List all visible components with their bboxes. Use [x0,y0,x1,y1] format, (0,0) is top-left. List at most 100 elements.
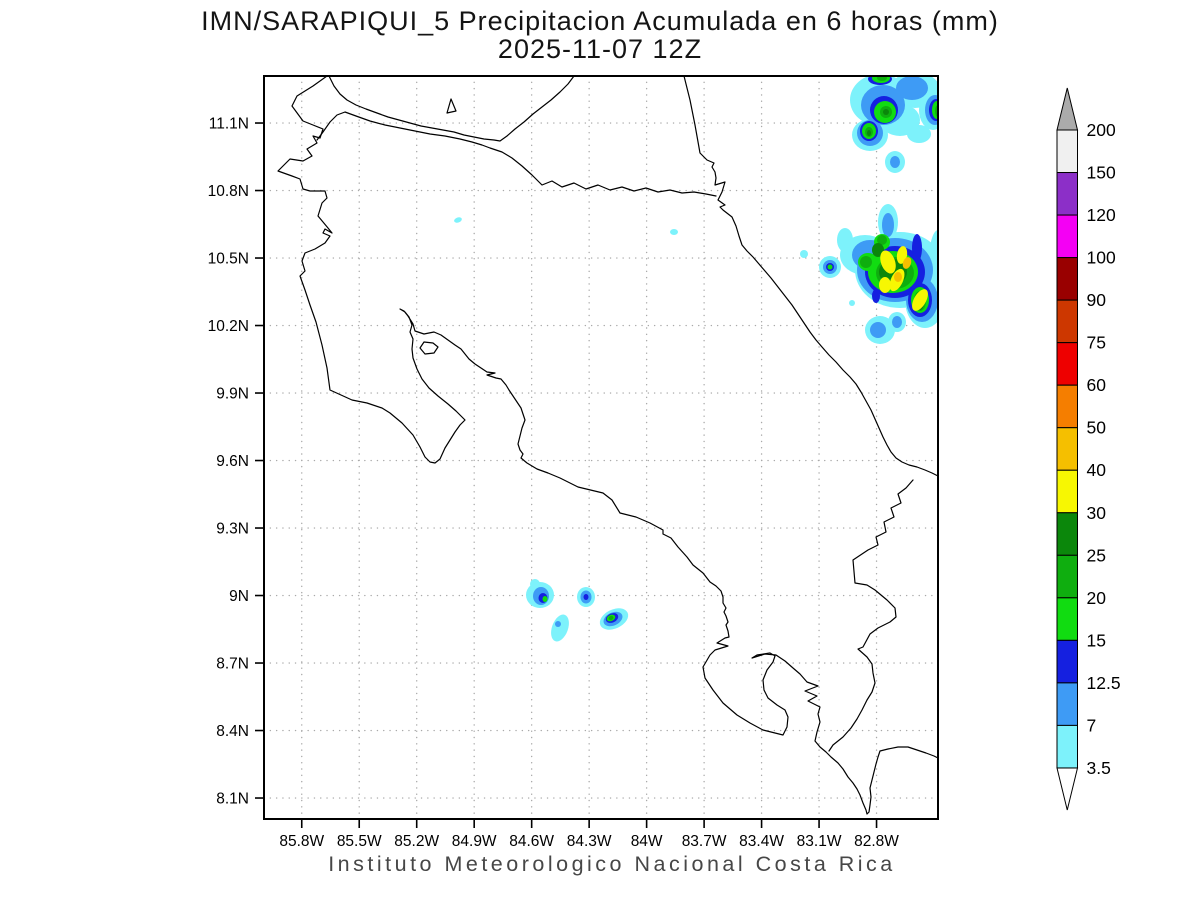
precip-contour-cell [867,130,871,136]
lon-tick-label: 84.3W [567,833,612,850]
lat-tick-label: 9.3N [216,521,249,538]
colorbar-level-label: 20 [1087,588,1107,608]
lon-tick-label: 83.4W [739,833,784,850]
colorbar-level-label: 30 [1087,503,1107,523]
precip-contour-cell [454,217,462,223]
precip-contour-cell [902,257,912,269]
precip-contour-cell [896,76,928,100]
map-frame [263,75,939,820]
precip-contour-cell [583,594,589,600]
colorbar-band [1056,257,1078,301]
precip-contour-cell [880,250,896,274]
precipitation-shading [454,76,938,642]
colorbar-band [1056,469,1078,514]
lat-tick-label: 9N [229,588,249,605]
lat-tick-label: 8.7N [216,656,249,673]
coastline-path [683,76,938,477]
precip-contour-cell [879,277,891,293]
lat-tick-label: 8.1N [216,791,249,808]
lon-tick-label: 85.2W [394,833,439,850]
colorbar-level-label: 200 [1087,120,1116,140]
lat-tick-label: 10.5N [208,251,249,268]
colorbar-level-label: 15 [1087,630,1106,650]
colorbar-level-label: 90 [1087,290,1107,310]
colorbar-band [1056,639,1078,684]
precip-contour-cell [907,125,931,143]
colorbar-band [1056,724,1078,769]
lat-tick-label: 9.6N [216,453,249,470]
colorbar-band [1056,129,1078,174]
precip-contour-cell [870,322,886,338]
colorbar-band [1056,214,1078,259]
colorbar-level-label: 3.5 [1087,758,1111,778]
precip-contour-cell [670,229,678,235]
precip-contour-cell [892,316,902,328]
colorbar-level-label: 75 [1087,333,1106,353]
precip-contour-cell [608,615,614,621]
precip-contour-cell [555,621,561,627]
colorbar-level-label: 40 [1087,460,1107,480]
precip-contour-cell [860,256,872,268]
colorbar-level-label: 150 [1087,163,1116,183]
lon-tick-label: 85.8W [279,833,324,850]
lon-tick-label: 83.1W [797,833,842,850]
precip-contour-cell [890,156,900,168]
colorbar-level-label: 100 [1087,248,1116,268]
precip-contour-cell [849,300,855,306]
precip-contour-cell [530,579,540,589]
precip-contour-cell [894,272,902,282]
colorbar-under-arrow [1056,767,1079,811]
precip-contour-cell [883,109,889,115]
colorbar-band [1056,597,1078,641]
valid-time-subtitle: 2025-11-07 12Z [498,34,702,64]
colorbar-band [1056,384,1078,429]
precip-contour-cell [872,289,880,303]
colorbar-level-label: 25 [1087,545,1106,565]
colorbar-level-label: 12.5 [1087,673,1121,693]
map-content [264,76,938,819]
precip-contour-cell [882,213,894,237]
coastline-path [446,98,457,114]
colorbar-band [1056,554,1078,599]
coastline-path [419,341,439,355]
coastline-path [828,479,914,752]
precip-contour-cell [827,264,833,270]
colorbar-over-arrow [1056,87,1079,131]
precip-contour-cell [551,614,569,642]
footer-attribution: Instituto Meteorologico Nacional Costa R… [328,852,896,876]
lat-tick-label: 10.2N [208,318,249,335]
precip-contour-cell [877,76,887,81]
lon-tick-label: 84.6W [509,833,554,850]
lon-tick-label: 84W [631,833,663,850]
lat-tick-label: 8.4N [216,723,249,740]
lon-tick-label: 85.5W [337,833,382,850]
precip-contour-cell [877,235,887,245]
colorbar-legend: 3.5 7 12.5 15 20 25 30 40 50 60 75 90 100 120 150 200 [1056,87,1121,811]
lat-tick-label: 9.9N [216,386,249,403]
coastline-path [277,76,938,815]
colorbar-level-label: 120 [1087,205,1116,225]
colorbar-level-label: 60 [1087,375,1107,395]
lat-tick-label: 11.1N [209,116,249,133]
colorbar-band [1056,512,1078,556]
coastline-path [328,76,575,142]
lon-tick-label: 83.7W [682,833,727,850]
coastline-path [316,111,717,197]
lon-tick-label: 84.9W [452,833,497,850]
colorbar-band [1056,299,1078,344]
lat-tick-label: 10.8N [208,183,249,200]
colorbar-band [1056,682,1078,726]
lon-tick-label: 82.8W [854,833,899,850]
precip-contour-cell [542,596,548,602]
precip-contour-cell [800,250,808,258]
graticule-grid [264,76,938,819]
map-panel: 11.1N 10.8N 10.5N 10.2N 9.9N 9.6N 9.3N 9N 8.7N 8.… [208,75,939,850]
colorbar-band [1056,342,1078,386]
colorbar-level-label: 50 [1087,418,1107,438]
precip-contour-cell [912,289,928,311]
precip-contour-cell [912,234,922,262]
colorbar-level-label: 7 [1087,715,1097,735]
axes: 11.1N 10.8N 10.5N 10.2N 9.9N 9.6N 9.3N 9N 8.7N 8.… [208,116,900,850]
